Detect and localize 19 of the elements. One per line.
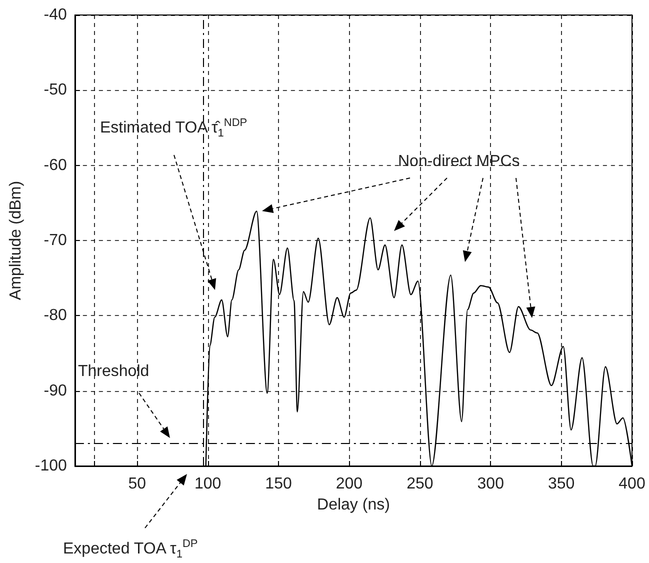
annotation: Non-direct MPCs — [398, 153, 520, 171]
x-tick-label: 100 — [194, 476, 222, 492]
y-tick-label: -70 — [44, 232, 68, 249]
x-tick-label: 350 — [548, 476, 575, 492]
y-tick-label: -100 — [34, 458, 68, 474]
x-tick-label: 150 — [265, 476, 292, 492]
y-axis-title: Amplitude (dBm) — [8, 180, 24, 300]
x-tick-label: 250 — [406, 476, 434, 492]
y-tick-label: -60 — [44, 156, 68, 174]
x-tick-label: 300 — [477, 476, 504, 492]
y-tick-label: -90 — [44, 382, 68, 400]
x-axis-title: Delay (ns) — [317, 496, 390, 514]
y-tick-label: -80 — [44, 307, 68, 324]
x-tick-label: 50 — [128, 476, 146, 492]
y-tick-label: -40 — [44, 6, 68, 24]
x-tick-label: 200 — [336, 476, 363, 492]
y-tick-label: -50 — [44, 82, 68, 99]
x-tick-label: 400 — [618, 476, 646, 492]
annotation: Threshold — [78, 363, 150, 381]
